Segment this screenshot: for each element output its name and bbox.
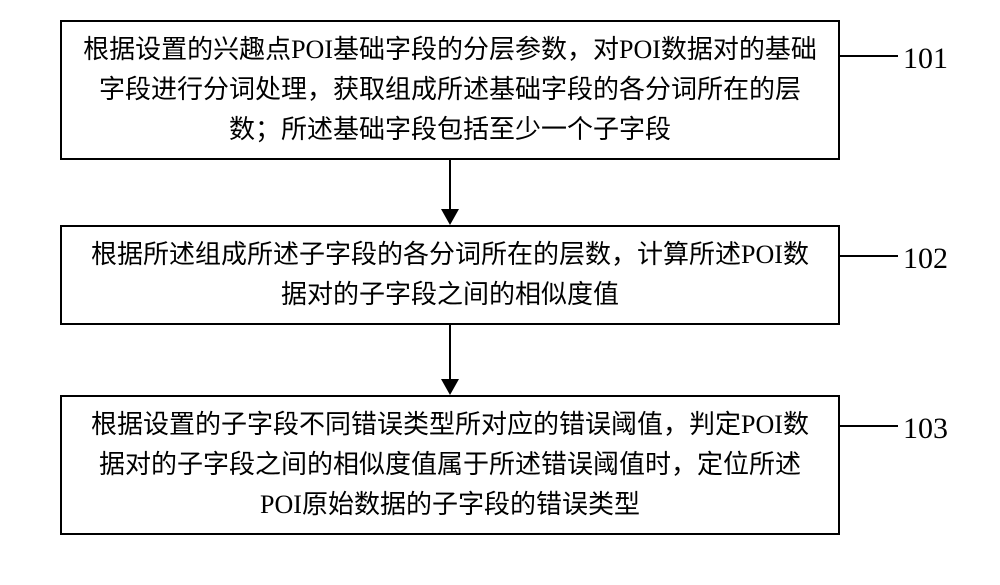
flow-node-step2-text: 根据所述组成所述子字段的各分词所在的层数，计算所述POI数据对的子字段之间的相似…	[62, 227, 838, 324]
arrow-2-line	[449, 325, 451, 379]
flow-node-step2-label: 102	[903, 242, 948, 276]
arrow-1-head	[441, 209, 459, 225]
flow-node-step1-text: 根据设置的兴趣点POI基础字段的分层参数，对POI数据对的基础字段进行分词处理，…	[62, 22, 838, 159]
connector-step1	[840, 55, 898, 57]
connector-step3	[840, 425, 898, 427]
connector-step2	[840, 255, 898, 257]
flow-node-step3: 根据设置的子字段不同错误类型所对应的错误阈值，判定POI数据对的子字段之间的相似…	[60, 395, 840, 535]
flow-node-step2: 根据所述组成所述子字段的各分词所在的层数，计算所述POI数据对的子字段之间的相似…	[60, 225, 840, 325]
arrow-1-line	[449, 160, 451, 209]
flow-node-step3-label: 103	[903, 412, 948, 446]
flow-node-step1: 根据设置的兴趣点POI基础字段的分层参数，对POI数据对的基础字段进行分词处理，…	[60, 20, 840, 160]
flow-node-step3-text: 根据设置的子字段不同错误类型所对应的错误阈值，判定POI数据对的子字段之间的相似…	[62, 397, 838, 534]
arrow-2-head	[441, 379, 459, 395]
flow-node-step1-label: 101	[903, 42, 948, 76]
